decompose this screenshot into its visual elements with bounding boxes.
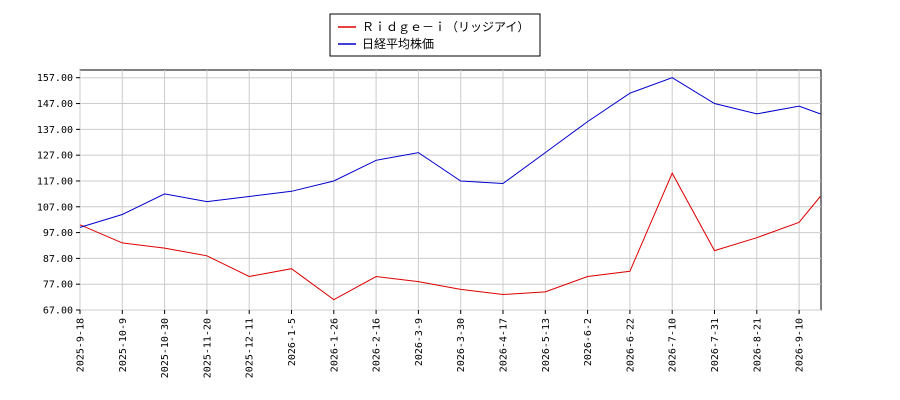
y-tick-label: 87.00 — [43, 254, 73, 265]
x-tick-label: 2026-3-9 — [414, 318, 425, 366]
x-tick-label: 2025-10-9 — [118, 318, 129, 372]
y-tick-label: 107.00 — [37, 202, 73, 213]
y-axis: 67.00 77.00 87.00 97.00 107.00 117.00 127.00 13… — [37, 73, 80, 317]
series-line-ridge-i — [79, 172, 821, 301]
x-tick-label: 2026-6-22 — [625, 318, 636, 372]
x-tick-label: 2026-8-21 — [752, 318, 763, 372]
x-tick-label: 2026-5-13 — [541, 318, 552, 372]
x-tick-label: 2026-2-16 — [372, 318, 383, 372]
x-tick-label: 2025-9-18 — [76, 318, 87, 372]
x-tick-label: 2026-7-10 — [668, 318, 679, 372]
grid — [79, 70, 821, 311]
legend-label-ridge: Ｒｉｄｇｅ－ｉ（リッジアイ） — [362, 20, 529, 34]
x-tick-label: 2025-10-30 — [160, 318, 171, 378]
x-tick-label: 2026-4-17 — [499, 318, 510, 372]
x-tick-label: 2026-6-2 — [583, 318, 594, 366]
x-axis: 2025-9-18 2025-10-9 2025-10-30 2025-11-20 20… — [76, 310, 806, 378]
y-tick-label: 157.00 — [37, 73, 73, 84]
x-tick-label: 2026-9-10 — [795, 318, 806, 372]
x-tick-label: 2026-3-30 — [456, 318, 467, 372]
series-layer — [79, 77, 821, 301]
x-tick-label: 2026-1-26 — [329, 318, 340, 372]
y-tick-label: 137.00 — [37, 125, 73, 136]
plot-area — [79, 69, 822, 311]
y-tick-label: 97.00 — [43, 228, 73, 239]
y-tick-label: 127.00 — [37, 151, 73, 162]
legend-label-nikkei: 日経平均株価 — [362, 36, 434, 51]
x-tick-label: 2025-12-11 — [245, 318, 256, 378]
series-line-nikkei — [79, 77, 821, 228]
legend-box — [329, 13, 541, 57]
y-tick-label: 77.00 — [43, 280, 73, 291]
x-tick-label: 2026-7-31 — [710, 318, 721, 372]
y-tick-label: 147.00 — [37, 99, 73, 110]
y-tick-label: 67.00 — [43, 306, 73, 317]
x-tick-label: 2026-1-5 — [287, 318, 298, 366]
x-tick-label: 2025-11-20 — [202, 318, 213, 378]
legend: Ｒｉｄｇｅ－ｉ（リッジアイ） 日経平均株価 — [329, 13, 541, 57]
y-tick-label: 117.00 — [37, 176, 73, 187]
